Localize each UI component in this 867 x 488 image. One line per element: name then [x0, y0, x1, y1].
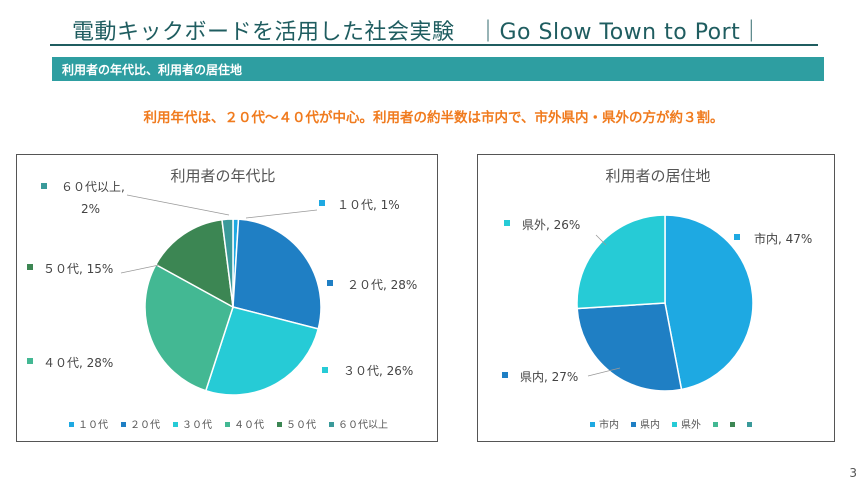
data-label: 2%	[81, 202, 100, 216]
data-label-marker	[27, 264, 33, 270]
data-label: 県外, 26%	[522, 218, 580, 232]
legend-label: ６０代以上	[338, 419, 388, 431]
legend-label: 県外	[681, 419, 701, 431]
legend-label: ３０代	[182, 419, 212, 431]
legend-label: １０代	[78, 419, 108, 431]
legend-label: ５０代	[286, 419, 316, 431]
legend-label: ４０代	[234, 419, 264, 431]
page-title: 電動キックボードを活用した社会実験 ｜Go Slow Town to Port｜	[72, 20, 763, 45]
data-label-marker	[327, 280, 333, 286]
data-label-marker	[734, 234, 740, 240]
data-label: ４０代, 28%	[43, 356, 113, 370]
legend-label: ２０代	[130, 419, 160, 431]
data-label-marker	[41, 183, 47, 189]
data-label: 市内, 47%	[754, 231, 812, 246]
pie-slice	[204, 306, 320, 396]
data-label-marker	[322, 367, 328, 373]
legend-marker	[631, 422, 636, 427]
data-label-marker	[319, 200, 325, 206]
chart-title: 利用者の居住地	[605, 167, 710, 185]
data-label: ６０代以上,	[61, 180, 125, 194]
data-label-marker	[504, 220, 510, 226]
pie-slice	[576, 214, 666, 310]
leader-line	[120, 264, 160, 274]
pie-slice	[221, 218, 234, 308]
pie-slice	[664, 214, 754, 391]
legend-label: 県内	[640, 418, 660, 431]
title-underline	[50, 44, 818, 46]
legend-marker	[277, 422, 282, 427]
legend-marker	[747, 422, 752, 427]
age-chart-panel: 利用者の年代比 １０代, 1% ２０代, 28% ３０代, 26% ４０代, 28% ５０…	[16, 154, 438, 442]
data-label: ３０代, 26%	[343, 364, 413, 378]
data-label: 県内, 27%	[520, 370, 578, 384]
pie-slice	[144, 263, 234, 392]
legend-marker	[121, 422, 126, 427]
chart-title: 利用者の年代比	[170, 167, 275, 185]
pie-slice	[576, 302, 683, 392]
data-label: ５０代, 15%	[43, 262, 113, 276]
leader-line	[245, 209, 318, 219]
data-label-marker	[27, 358, 33, 364]
legend-marker	[672, 422, 677, 427]
pie-slice	[232, 218, 322, 330]
data-label-marker	[502, 372, 508, 378]
leader-line	[126, 194, 230, 216]
legend-marker	[590, 422, 595, 427]
data-label: ２０代, 28%	[347, 278, 417, 292]
legend-label: 市内	[599, 418, 619, 431]
summary-text: 利用年代は、２０代～４０代が中心。利用者の約半数は市内で、市外県内・県外の方が約…	[143, 110, 724, 126]
section-title: 利用者の年代比、利用者の居住地	[62, 63, 243, 77]
legend-marker	[713, 422, 718, 427]
legend-marker	[329, 422, 334, 427]
legend-marker	[69, 422, 74, 427]
legend-marker	[173, 422, 178, 427]
leader-line	[595, 234, 607, 246]
leader-line	[587, 367, 621, 377]
data-label: １０代, 1%	[337, 198, 400, 212]
pie-slice	[154, 218, 234, 309]
age-pie-chart: 利用者の年代比 １０代, 1% ２０代, 28% ３０代, 26% ４０代, 28% ５０…	[27, 167, 417, 431]
section-banner: 利用者の年代比、利用者の居住地	[52, 57, 824, 81]
page-number: 3	[849, 466, 857, 480]
legend-marker	[730, 422, 735, 427]
legend-marker	[225, 422, 230, 427]
residence-chart-panel: 利用者の居住地市内, 47% 県内, 27% 県外, 26% 市内 県内 県外	[477, 154, 835, 442]
